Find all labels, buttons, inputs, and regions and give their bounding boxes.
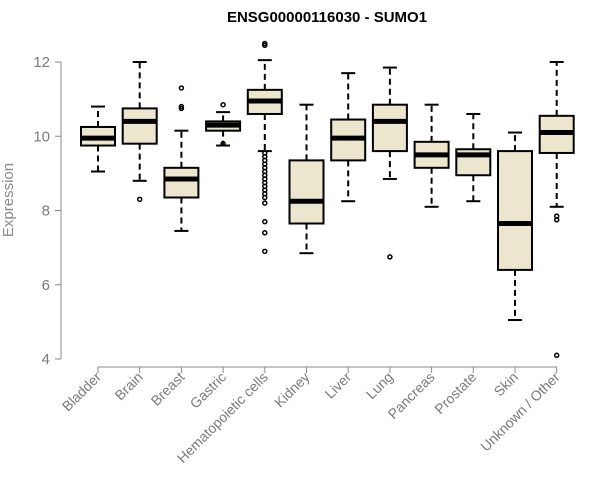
box-kidney [288,103,325,255]
y-axis-ticks: 4 6 8 10 12 [33,54,61,368]
outlier-point [262,200,268,206]
iqr-box [497,150,533,271]
box-prostate [455,112,492,203]
box-liver [330,72,367,203]
outlier-point [387,254,393,260]
iqr-box [288,159,325,225]
x-tick-label: Liver [322,369,355,402]
box-brain [121,61,158,203]
outlier-point [262,230,268,236]
iqr-box [163,166,200,199]
box-unknown-other [538,61,575,359]
outlier-point [262,40,268,47]
boxes-group [80,40,575,359]
x-tick-label: Lung [363,369,396,402]
box-lung [371,66,408,260]
outlier-point [553,352,560,359]
x-tick-label: Kidney [271,369,313,411]
outlier-point [553,213,560,219]
box-gastric [205,101,242,147]
iqr-box [121,107,158,145]
box-skin [497,131,533,322]
box-bladder [80,105,116,173]
outlier-point [136,196,143,203]
box-hematopoietic-cells [246,40,283,255]
x-tick-label: Unknown / Other [477,369,563,455]
y-tick-label: 6 [42,277,50,294]
outlier-point [178,85,185,91]
y-tick-label: 4 [42,351,50,368]
outlier-point [220,140,226,147]
box-pancreas [413,103,450,208]
outlier-point [178,103,185,110]
x-tick-label: Brain [111,369,145,403]
outlier-point [220,101,226,108]
outlier-point [262,150,268,156]
x-tick-label: Bladder [59,369,105,415]
y-tick-label: 8 [42,203,50,220]
x-tick-label: Prostate [431,369,479,417]
y-tick-label: 10 [33,128,50,145]
outlier-point [262,248,268,255]
outlier-point [262,218,268,225]
chart-title: ENSG00000116030 - SUMO1 [227,9,427,26]
y-tick-label: 12 [33,54,50,71]
x-tick-label: Breast [148,369,188,409]
iqr-box [371,103,408,153]
y-axis-label: Expression [0,163,17,237]
x-tick-label: Skin [491,369,522,400]
box-breast [163,85,200,232]
